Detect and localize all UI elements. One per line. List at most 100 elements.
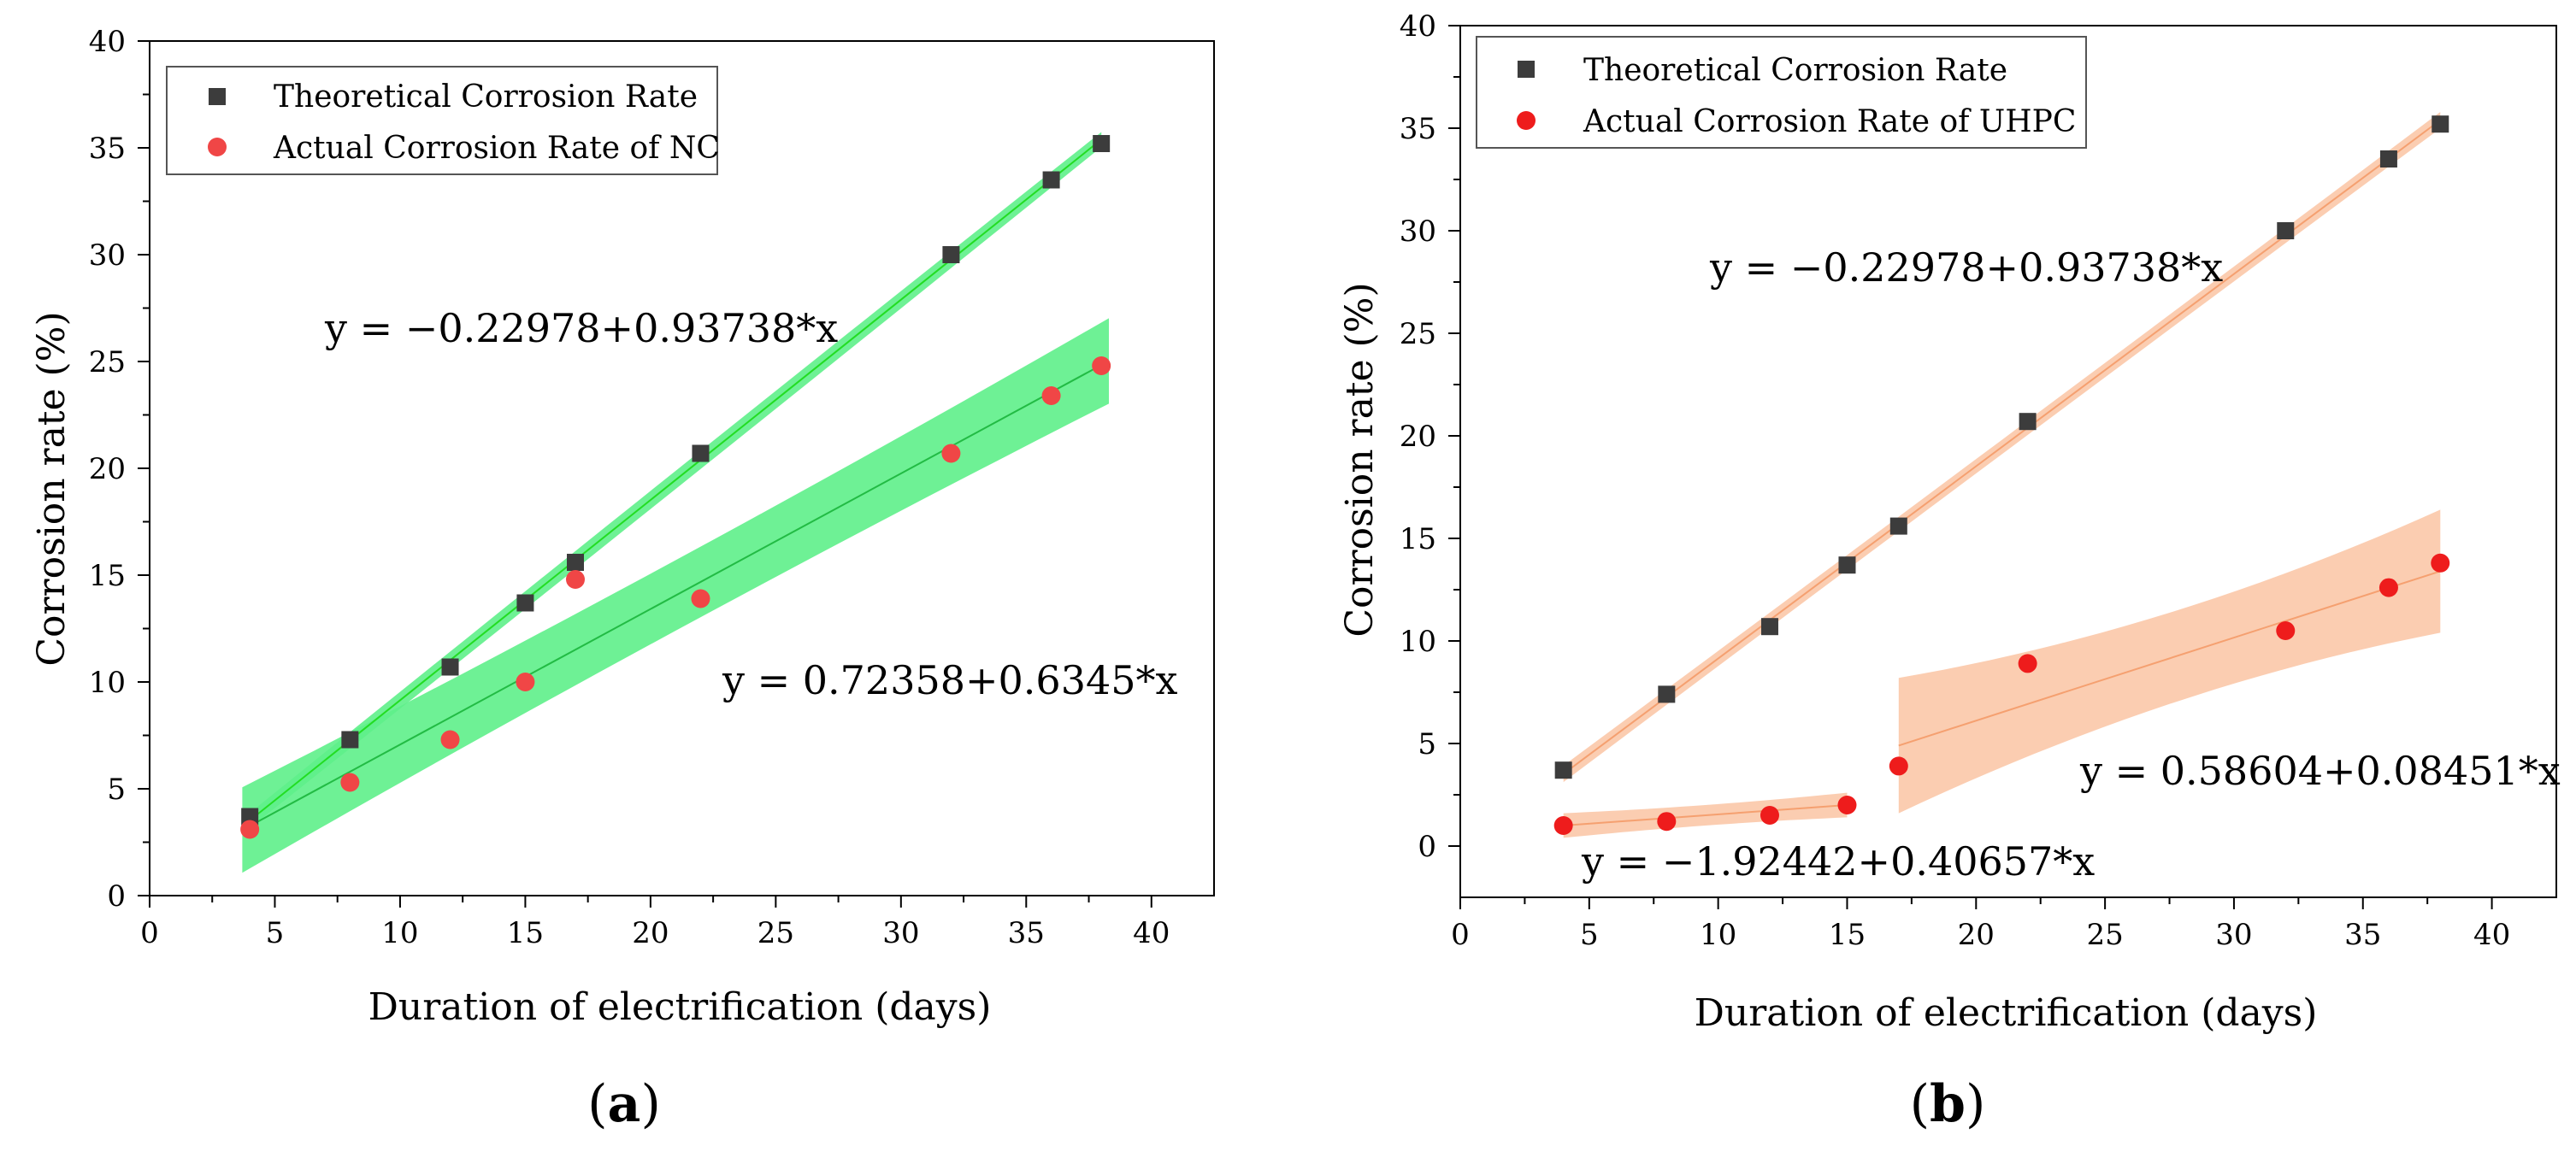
theoretical-point [1760, 618, 1778, 636]
theoretical-point [241, 808, 259, 826]
panel-b-label: (b) [1910, 1074, 1986, 1134]
theoretical-point [1658, 685, 1676, 703]
theoretical-point [942, 246, 960, 263]
x-tick-label: 20 [632, 916, 669, 950]
confidence-band [1898, 509, 2441, 814]
theoretical-point [2432, 115, 2449, 133]
fit-line [1898, 570, 2441, 747]
y-tick-label: 40 [89, 25, 126, 59]
actual-point [2018, 654, 2037, 673]
y-tick-label: 0 [1418, 830, 1436, 864]
actual-point [340, 773, 360, 792]
x-tick-label: 5 [1580, 918, 1599, 952]
theoretical-point [2277, 222, 2295, 239]
panel-b-y-axis-title: Corrosion rate (%) [1338, 282, 1382, 637]
panel-b-uhpc-equation-late: y = 0.58604+0.08451*x [2079, 748, 2561, 794]
fit-line [1563, 804, 1848, 826]
actual-point [1041, 386, 1061, 405]
theoretical-point [692, 444, 710, 462]
theoretical-point [1042, 171, 1060, 189]
panel-b-y-axis: 0 5 10 15 20 25 30 35 40 [1400, 9, 1460, 864]
panel-a-legend: Theoretical Corrosion Rate Actual Corros… [166, 66, 720, 175]
x-tick-label: 25 [2086, 918, 2123, 952]
panel-b-legend-square-marker [1518, 61, 1535, 78]
theoretical-point [1093, 135, 1111, 152]
fit-line [241, 360, 1110, 832]
fit-line [249, 138, 1102, 821]
y-tick-label: 20 [89, 452, 126, 486]
panel-b-legend-label-actual: Actual Corrosion Rate of UHPC [1583, 104, 2076, 139]
y-tick-label: 35 [89, 132, 126, 166]
panel-a-data-points [240, 135, 1111, 839]
panel-b-fit-lines [1563, 119, 2441, 826]
actual-point [2276, 621, 2296, 640]
actual-point [2431, 553, 2450, 573]
y-tick-label: 35 [1400, 112, 1436, 146]
actual-point [1760, 806, 1779, 825]
y-tick-label: 25 [1400, 317, 1436, 351]
actual-point [2379, 578, 2398, 597]
theoretical-point [341, 731, 359, 749]
panel-a-legend-label-theoretical: Theoretical Corrosion Rate [274, 79, 698, 115]
actual-point [516, 673, 535, 691]
panel-b-legend: Theoretical Corrosion Rate Actual Corros… [1476, 36, 2087, 149]
panel-a-nc-equation: y = 0.72358+0.6345*x [722, 657, 1177, 703]
y-tick-label: 40 [1400, 9, 1436, 44]
panel-a-x-axis-title: Duration of electrification (days) [368, 985, 992, 1029]
x-tick-label: 15 [507, 916, 544, 950]
panel-a-confidence-bands [242, 132, 1109, 873]
x-tick-label: 15 [1829, 918, 1866, 952]
x-tick-label: 35 [1008, 916, 1045, 950]
y-tick-label: 30 [1400, 215, 1436, 249]
x-tick-label: 30 [2215, 918, 2252, 952]
actual-point [1092, 356, 1111, 375]
theoretical-point [516, 594, 534, 612]
x-tick-label: 10 [381, 916, 418, 950]
panel-a-legend-label-actual: Actual Corrosion Rate of NC [273, 131, 720, 166]
actual-point [1837, 796, 1857, 814]
theoretical-point [2379, 150, 2397, 168]
theoretical-point [441, 658, 459, 676]
x-tick-label: 0 [1451, 918, 1470, 952]
y-tick-label: 20 [1400, 420, 1436, 454]
panel-b-legend-circle-marker [1517, 111, 1536, 130]
y-tick-label: 30 [89, 238, 126, 273]
panel-a-theoretical-equation: y = −0.22978+0.93738*x [324, 305, 838, 351]
panel-a-legend-circle-marker [208, 138, 227, 156]
theoretical-point [2019, 413, 2037, 431]
panel-a-chart: 0 5 10 15 20 25 30 35 40 0 5 10 15 20 25 30 35 40 Theore… [30, 25, 1215, 1134]
panel-b-theoretical-equation: y = −0.22978+0.93738*x [1709, 244, 2223, 291]
y-tick-label: 15 [89, 559, 126, 593]
y-tick-label: 5 [107, 773, 126, 807]
y-tick-label: 0 [107, 879, 126, 914]
actual-point [1553, 816, 1573, 835]
x-tick-label: 10 [1700, 918, 1736, 952]
panel-b-plot-frame [1459, 25, 2557, 898]
x-tick-label: 20 [1958, 918, 1995, 952]
y-tick-label: 5 [1418, 727, 1436, 761]
y-tick-label: 15 [1400, 522, 1436, 556]
actual-point [566, 570, 585, 589]
actual-point [1657, 812, 1677, 832]
x-tick-label: 25 [757, 916, 794, 950]
theoretical-point [1554, 761, 1572, 779]
y-tick-label: 25 [89, 345, 126, 379]
x-tick-label: 35 [2344, 918, 2381, 952]
panel-b-chart: 0 5 10 15 20 25 30 35 40 0 5 10 15 20 25 30 35 40 Theore… [1338, 9, 2561, 1134]
y-tick-label: 10 [1400, 625, 1436, 659]
panel-a-label: (a) [587, 1074, 661, 1134]
panel-b-legend-box [1476, 36, 2087, 149]
x-tick-label: 40 [2473, 918, 2510, 952]
x-tick-label: 40 [1133, 916, 1170, 950]
panel-a-legend-box [166, 66, 718, 175]
actual-point [440, 730, 460, 749]
x-tick-label: 5 [266, 916, 285, 950]
panel-a-x-axis: 0 5 10 15 20 25 30 35 40 [140, 896, 1170, 950]
actual-point [240, 820, 260, 839]
x-tick-label: 30 [882, 916, 919, 950]
actual-point [691, 589, 710, 608]
theoretical-point [1889, 517, 1907, 535]
panel-b-uhpc-equation-early: y = −1.92442+0.40657*x [1581, 838, 2095, 885]
theoretical-point [567, 554, 584, 571]
